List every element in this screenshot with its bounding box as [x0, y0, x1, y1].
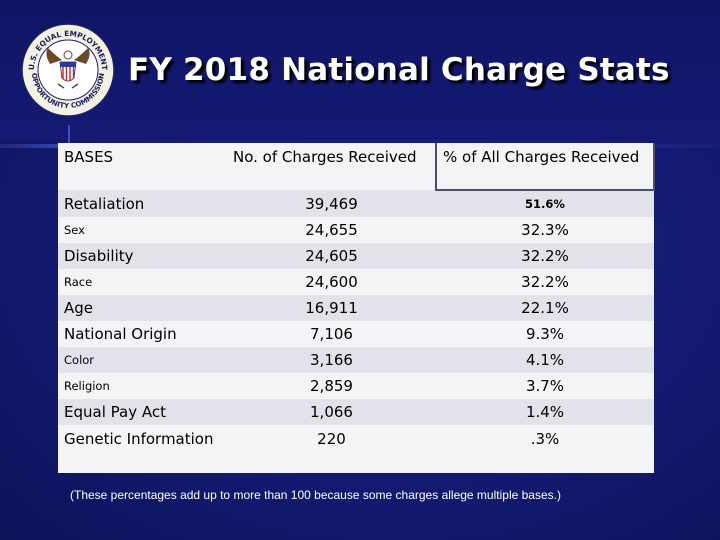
- count-cell: 3,166: [227, 347, 436, 373]
- divider-accent: [68, 125, 70, 155]
- table-row: Sex 24,655 32.3%: [58, 217, 654, 243]
- percent-cell: 22.1%: [436, 295, 654, 321]
- table-row: National Origin 7,106 9.3%: [58, 321, 654, 347]
- count-cell: 220: [227, 425, 436, 473]
- percent-cell: .3%: [436, 425, 654, 473]
- header-band: [0, 0, 720, 140]
- count-cell: 7,106: [227, 321, 436, 347]
- count-cell: 1,066: [227, 399, 436, 425]
- basis-cell: Equal Pay Act: [58, 399, 227, 425]
- basis-cell: Age: [58, 295, 227, 321]
- header-bases: BASES: [58, 143, 227, 190]
- percent-cell: 4.1%: [436, 347, 654, 373]
- basis-cell: Disability: [58, 243, 227, 269]
- percent-cell: 3.7%: [436, 373, 654, 399]
- table-row: Retaliation 39,469 51.6%: [58, 190, 654, 217]
- percent-cell: 32.3%: [436, 217, 654, 243]
- basis-cell: Sex: [58, 217, 227, 243]
- count-cell: 24,655: [227, 217, 436, 243]
- count-cell: 16,911: [227, 295, 436, 321]
- table-row: Equal Pay Act 1,066 1.4%: [58, 399, 654, 425]
- percent-cell: 9.3%: [436, 321, 654, 347]
- percent-cell: 32.2%: [436, 269, 654, 295]
- basis-cell: Religion: [58, 373, 227, 399]
- count-cell: 39,469: [227, 190, 436, 217]
- table-row: Color 3,166 4.1%: [58, 347, 654, 373]
- table-row: Age 16,911 22.1%: [58, 295, 654, 321]
- count-cell: 24,600: [227, 269, 436, 295]
- table-row: Religion 2,859 3.7%: [58, 373, 654, 399]
- basis-cell: Genetic Information: [58, 425, 227, 473]
- charge-stats-table: BASES No. of Charges Received % of All C…: [58, 143, 655, 473]
- basis-cell: Color: [58, 347, 227, 373]
- eeoc-seal-logo: U.S. EQUAL EMPLOYMENT OPPORTUNITY COMMIS…: [21, 23, 115, 117]
- count-cell: 2,859: [227, 373, 436, 399]
- basis-cell: National Origin: [58, 321, 227, 347]
- percent-cell: 51.6%: [436, 190, 654, 217]
- header-percent: % of All Charges Received: [435, 143, 655, 191]
- page-title: FY 2018 National Charge Stats: [128, 52, 670, 88]
- eagle-icon: [46, 48, 90, 89]
- table-row: Genetic Information 220 .3%: [58, 425, 654, 473]
- percent-cell: 1.4%: [436, 399, 654, 425]
- table-row: Race 24,600 32.2%: [58, 269, 654, 295]
- table-row: Disability 24,605 32.2%: [58, 243, 654, 269]
- footnote: (These percentages add up to more than 1…: [70, 488, 561, 502]
- header-count: No. of Charges Received: [227, 143, 436, 190]
- count-cell: 24,605: [227, 243, 436, 269]
- basis-cell: Race: [58, 269, 227, 295]
- percent-cell: 32.2%: [436, 243, 654, 269]
- basis-cell: Retaliation: [58, 190, 227, 217]
- table-header-row: BASES No. of Charges Received % of All C…: [58, 143, 655, 191]
